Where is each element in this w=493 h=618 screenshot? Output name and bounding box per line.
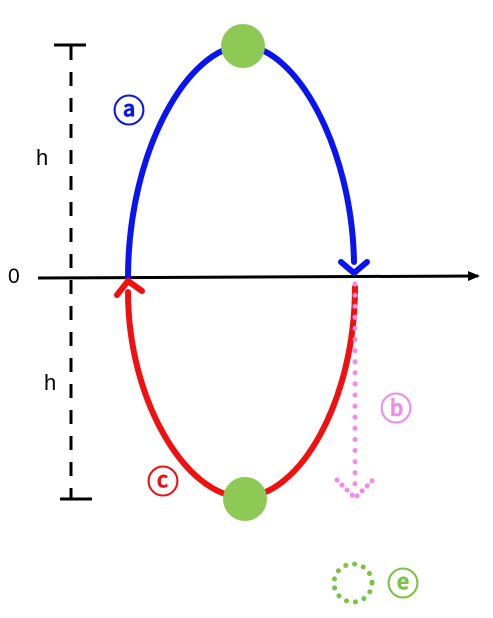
ball-bottom: [223, 477, 267, 521]
lower-height-label: h: [44, 370, 56, 395]
horizontal-axis: [37, 271, 480, 282]
ball-top: [221, 24, 265, 68]
path-a-label: ⓐ: [113, 93, 145, 129]
axis-zero-label: 0: [8, 265, 20, 288]
path-a-arrowhead: [338, 259, 370, 276]
path-b-arrowhead: [334, 477, 376, 502]
path-c-label: ⓒ: [147, 464, 179, 500]
height-reference: [54, 43, 92, 501]
path-e-label: ⓔ: [387, 566, 419, 602]
path-a-arc: [125, 42, 357, 281]
path-c-arrowhead: [114, 278, 145, 298]
path-b-label: ⓑ: [380, 391, 412, 427]
upper-height-label: h: [36, 145, 48, 170]
path-e-dotted-circle: [331, 561, 375, 605]
